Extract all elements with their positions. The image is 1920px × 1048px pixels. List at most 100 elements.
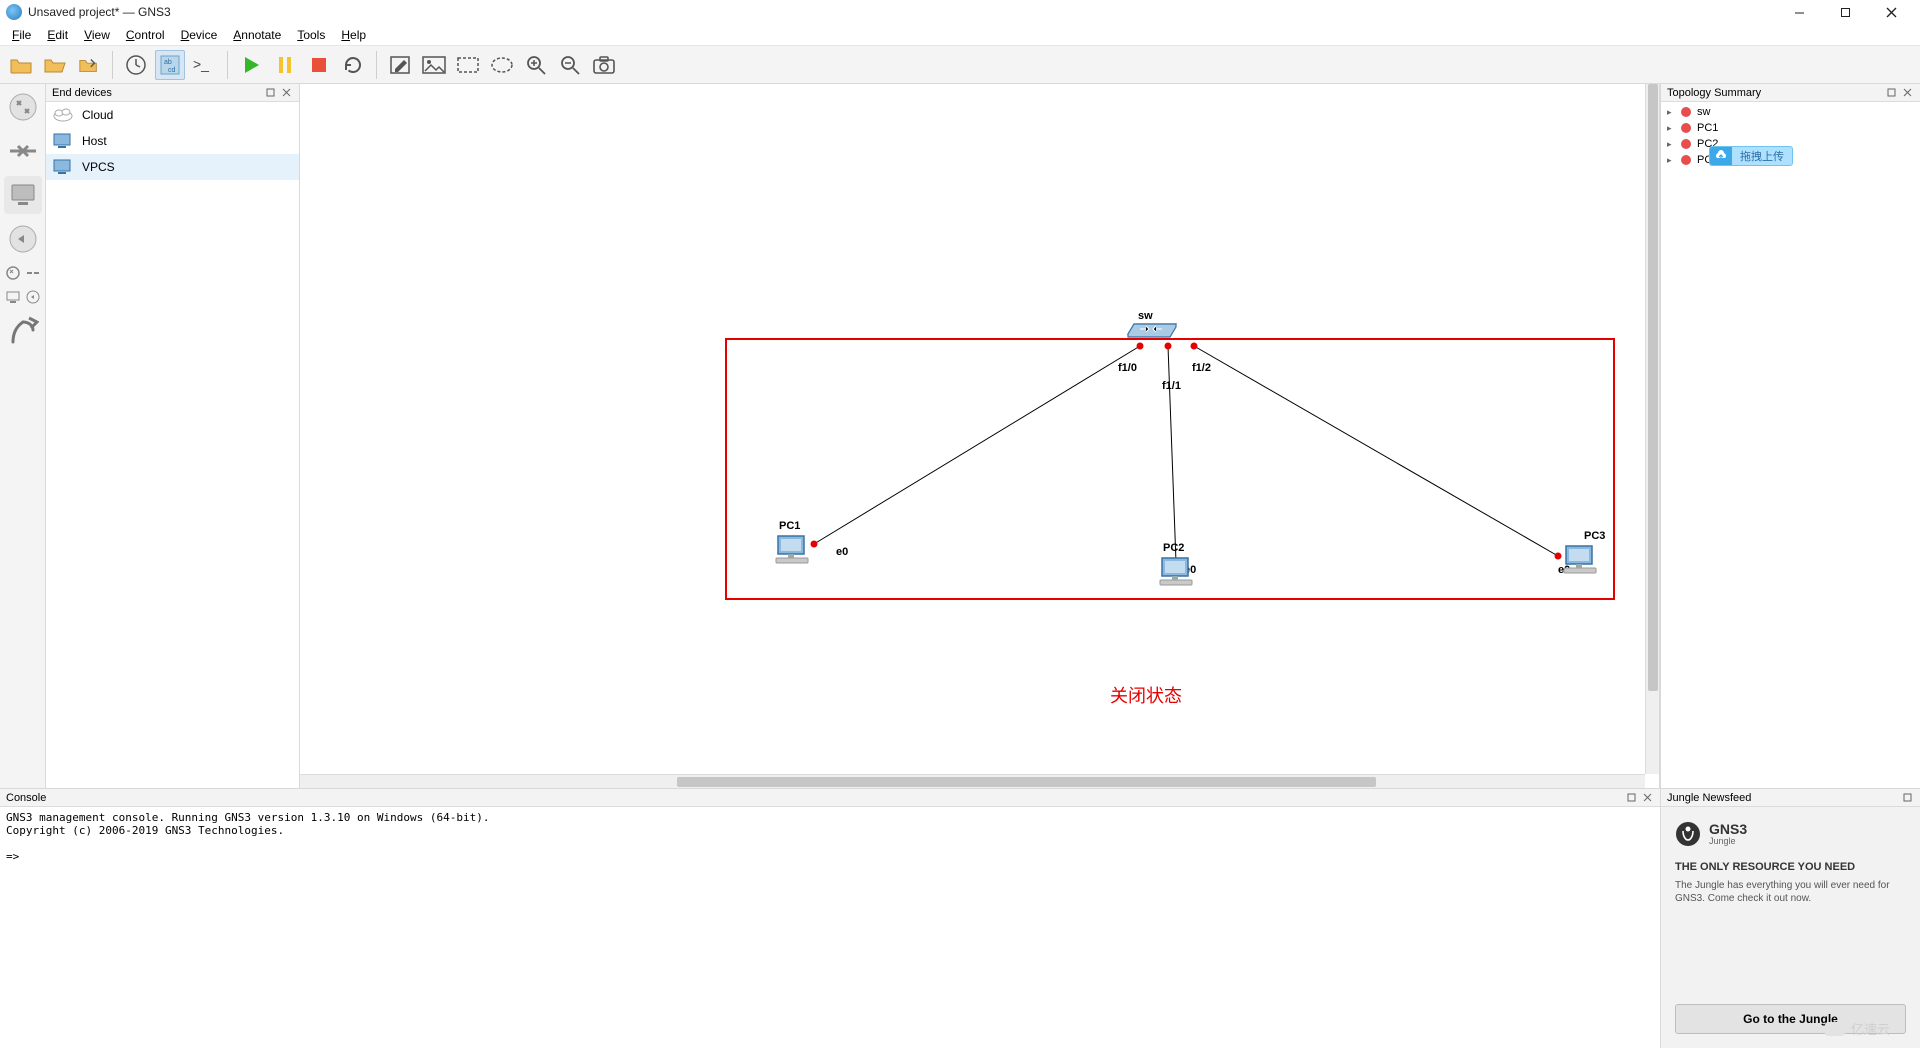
close-panel-icon[interactable] xyxy=(279,86,293,100)
node-pc2[interactable] xyxy=(1156,554,1196,590)
device-category-toolbar xyxy=(0,84,46,788)
titlebar: Unsaved project* — GNS3 xyxy=(0,0,1920,24)
devices-list: Cloud Host VPCS xyxy=(46,102,299,788)
reload-all-button[interactable] xyxy=(338,50,368,80)
undock-icon[interactable] xyxy=(1884,86,1898,100)
watermark: 亿速云 xyxy=(1825,1019,1890,1038)
menu-help[interactable]: Help xyxy=(333,26,374,44)
draw-ellipse-button[interactable] xyxy=(487,50,517,80)
port-label: f1/2 xyxy=(1192,362,1211,374)
topology-item-sw[interactable]: ▸sw xyxy=(1667,104,1914,120)
topology-panel-title: Topology Summary xyxy=(1667,87,1882,99)
devices-panel: End devices Cloud Host VPCS xyxy=(46,84,300,788)
close-button[interactable] xyxy=(1868,0,1914,24)
topology-item-label: PC1 xyxy=(1697,122,1718,134)
svg-text:ab: ab xyxy=(164,59,172,66)
undock-icon[interactable] xyxy=(1900,791,1914,805)
undock-icon[interactable] xyxy=(263,86,277,100)
menu-edit[interactable]: Edit xyxy=(39,26,76,44)
toolbar: abcd >_ xyxy=(0,46,1920,84)
zoom-in-button[interactable] xyxy=(521,50,551,80)
newsfeed-brand: GNS3 xyxy=(1709,822,1747,836)
menu-device[interactable]: Device xyxy=(173,26,226,44)
insert-image-button[interactable] xyxy=(419,50,449,80)
all-switches-button[interactable] xyxy=(24,264,42,282)
topology-item-pc1[interactable]: ▸PC1 xyxy=(1667,120,1914,136)
draw-rect-button[interactable] xyxy=(453,50,483,80)
all-pcs-button[interactable] xyxy=(4,288,22,306)
device-item-cloud[interactable]: Cloud xyxy=(46,102,299,128)
port-label: e0 xyxy=(836,546,848,558)
host-icon xyxy=(52,158,74,176)
toolbar-separator xyxy=(112,51,113,79)
gns3-logo-icon xyxy=(1675,821,1701,847)
menu-control[interactable]: Control xyxy=(118,26,173,44)
device-item-label: VPCS xyxy=(82,160,115,174)
port-label: f1/1 xyxy=(1162,380,1181,392)
status-dot-icon xyxy=(1681,155,1691,165)
newsfeed-panel-title: Jungle Newsfeed xyxy=(1667,792,1898,804)
newsfeed-body: The Jungle has everything you will ever … xyxy=(1675,879,1906,905)
svg-text:cd: cd xyxy=(168,67,176,74)
node-label: PC2 xyxy=(1163,542,1184,554)
start-all-button[interactable] xyxy=(236,50,266,80)
add-link-button[interactable] xyxy=(4,312,42,350)
routers-category-button[interactable] xyxy=(4,88,42,126)
status-dot-icon xyxy=(1681,107,1691,117)
upload-badge[interactable]: 拖拽上传 xyxy=(1709,146,1793,166)
open-folder-button[interactable] xyxy=(40,50,70,80)
all-security-button[interactable] xyxy=(24,288,42,306)
newsfeed-brand-sub: Jungle xyxy=(1709,836,1747,846)
all-devices-button[interactable] xyxy=(4,264,22,282)
devices-panel-title: End devices xyxy=(52,87,261,99)
watermark-text: 亿速云 xyxy=(1851,1019,1890,1038)
undock-icon[interactable] xyxy=(1624,791,1638,805)
node-sw[interactable] xyxy=(1124,320,1180,336)
device-item-label: Cloud xyxy=(82,108,113,122)
stop-all-button[interactable] xyxy=(304,50,334,80)
end-devices-category-button[interactable] xyxy=(4,176,42,214)
menu-tools[interactable]: Tools xyxy=(289,26,333,44)
cloud-icon xyxy=(52,106,74,124)
screenshot-button[interactable] xyxy=(589,50,619,80)
menu-annotate[interactable]: Annotate xyxy=(225,26,289,44)
app-icon xyxy=(6,4,22,20)
topology-panel: Topology Summary 拖拽上传 ▸sw▸PC1▸PC2▸PC3 xyxy=(1660,84,1920,788)
pause-all-button[interactable] xyxy=(270,50,300,80)
maximize-button[interactable] xyxy=(1822,0,1868,24)
menubar: FileEditViewControlDeviceAnnotateToolsHe… xyxy=(0,24,1920,46)
topology-tree[interactable]: 拖拽上传 ▸sw▸PC1▸PC2▸PC3 xyxy=(1661,102,1920,788)
device-item-host[interactable]: Host xyxy=(46,128,299,154)
show-interface-labels-button[interactable]: abcd xyxy=(155,50,185,80)
newsfeed-content: GNS3 Jungle THE ONLY RESOURCE YOU NEED T… xyxy=(1661,807,1920,994)
canvas-vertical-scrollbar[interactable] xyxy=(1645,84,1659,774)
chevron-right-icon: ▸ xyxy=(1667,155,1675,166)
add-note-button[interactable] xyxy=(385,50,415,80)
snapshot-button[interactable] xyxy=(121,50,151,80)
node-label: sw xyxy=(1138,310,1153,322)
console-panel: Console GNS3 management console. Running… xyxy=(0,788,1660,1048)
close-panel-icon[interactable] xyxy=(1900,86,1914,100)
canvas-horizontal-scrollbar[interactable] xyxy=(300,774,1645,788)
node-pc3[interactable] xyxy=(1560,542,1600,578)
console-output[interactable]: GNS3 management console. Running GNS3 ve… xyxy=(0,807,1660,1048)
minimize-button[interactable] xyxy=(1776,0,1822,24)
node-pc1[interactable] xyxy=(772,532,812,568)
chevron-right-icon: ▸ xyxy=(1667,139,1675,150)
node-label: PC1 xyxy=(779,520,800,532)
switches-category-button[interactable] xyxy=(4,132,42,170)
toolbar-separator xyxy=(376,51,377,79)
status-dot-icon xyxy=(1681,139,1691,149)
save-button[interactable] xyxy=(74,50,104,80)
open-project-button[interactable] xyxy=(6,50,36,80)
security-devices-category-button[interactable] xyxy=(4,220,42,258)
menu-file[interactable]: File xyxy=(4,26,39,44)
zoom-out-button[interactable] xyxy=(555,50,585,80)
device-item-vpcs[interactable]: VPCS xyxy=(46,154,299,180)
menu-view[interactable]: View xyxy=(76,26,118,44)
close-panel-icon[interactable] xyxy=(1640,791,1654,805)
link-status-dot xyxy=(1137,343,1144,350)
console-panel-title: Console xyxy=(6,792,1622,804)
console-all-button[interactable]: >_ xyxy=(189,50,219,80)
canvas-area[interactable]: 关闭状态f1/0e0f1/1e0f1/2e0swPC1PC2PC3 xyxy=(300,84,1660,788)
